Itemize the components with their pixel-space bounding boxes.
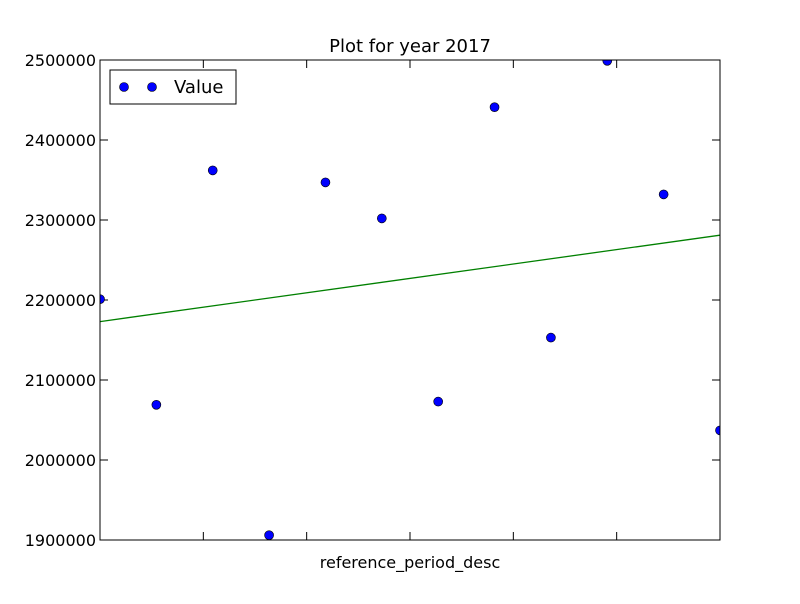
y-tick-label: 2500000 bbox=[25, 51, 96, 70]
data-point bbox=[546, 332, 556, 343]
data-point bbox=[433, 396, 443, 407]
x-axis-label: reference_period_desc bbox=[320, 553, 501, 573]
data-point bbox=[658, 189, 669, 200]
legend: Value bbox=[109, 69, 237, 105]
legend-marker bbox=[147, 82, 157, 92]
legend-label-value: Value bbox=[174, 77, 223, 98]
data-point bbox=[264, 530, 274, 540]
data-point bbox=[320, 177, 331, 188]
data-point bbox=[377, 213, 387, 224]
y-tick-label: 2300000 bbox=[25, 211, 96, 230]
data-point bbox=[602, 60, 613, 66]
y-tick-label: 2100000 bbox=[25, 371, 96, 390]
data-point bbox=[489, 102, 500, 112]
y-tick-label: 2200000 bbox=[25, 291, 96, 310]
axes-frame bbox=[99, 59, 721, 541]
data-point bbox=[715, 425, 720, 436]
legend-box bbox=[109, 69, 237, 105]
trend-line bbox=[100, 234, 720, 323]
chart-title: Plot for year 2017 bbox=[329, 36, 491, 57]
y-tick-label: 2000000 bbox=[25, 451, 96, 470]
data-point bbox=[151, 399, 162, 410]
data-point bbox=[100, 294, 105, 304]
plot-area: 1900000 2000000 2100000 2200000 2300000 24000… bbox=[25, 51, 721, 550]
data-point bbox=[207, 165, 218, 176]
y-tick-label: 1900000 bbox=[25, 531, 96, 550]
legend-marker bbox=[119, 82, 129, 92]
y-tick-label: 2400000 bbox=[25, 131, 96, 150]
